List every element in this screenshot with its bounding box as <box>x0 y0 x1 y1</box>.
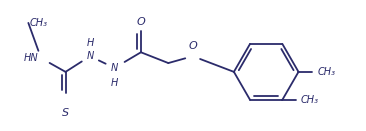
Text: CH₃: CH₃ <box>29 18 47 28</box>
Text: S: S <box>62 108 69 118</box>
Text: CH₃: CH₃ <box>317 67 335 77</box>
Text: HN: HN <box>23 53 38 63</box>
Text: CH₃: CH₃ <box>301 95 319 105</box>
Text: N: N <box>111 63 118 73</box>
Text: O: O <box>188 41 197 51</box>
Text: H: H <box>86 38 94 48</box>
Text: H: H <box>111 78 118 88</box>
Text: N: N <box>86 51 94 61</box>
Text: O: O <box>137 17 145 27</box>
